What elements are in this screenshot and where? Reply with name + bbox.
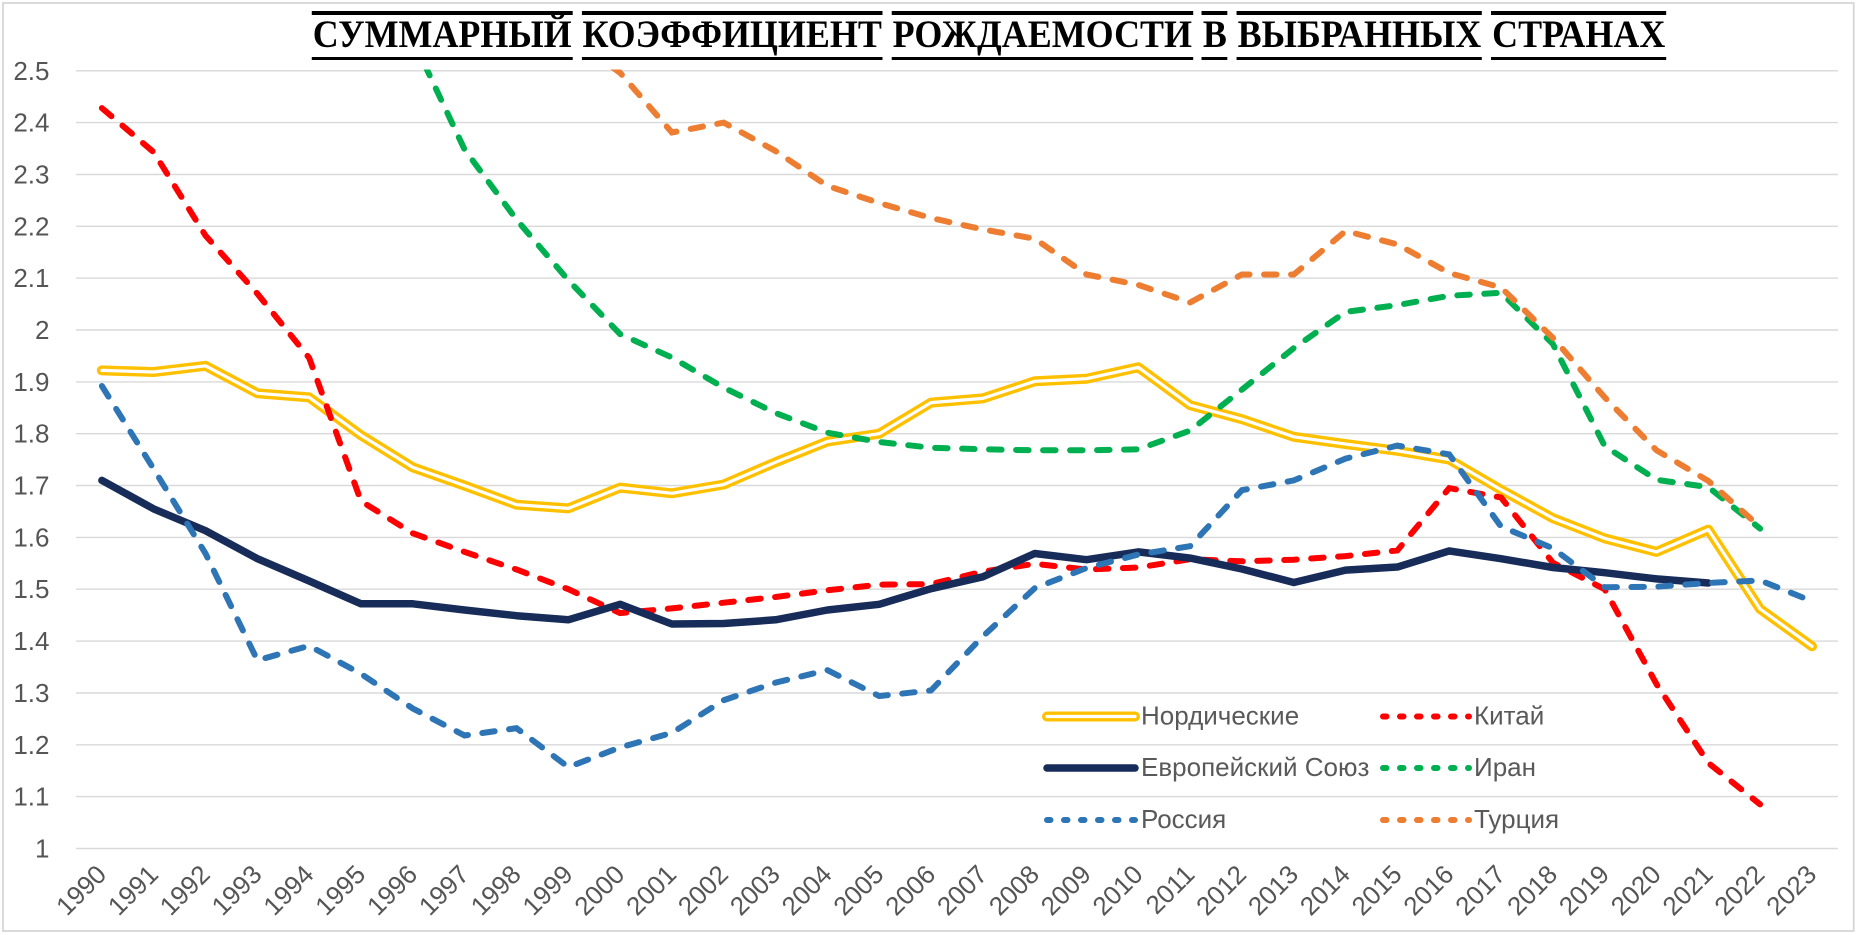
svg-text:Китай: Китай (1474, 701, 1544, 731)
svg-text:1.1: 1.1 (13, 782, 49, 812)
svg-text:Россия: Россия (1141, 804, 1226, 834)
svg-text:1.3: 1.3 (13, 678, 49, 708)
svg-text:2.5: 2.5 (13, 56, 49, 86)
svg-text:Иран: Иран (1474, 752, 1536, 782)
svg-text:Нордические: Нордические (1141, 701, 1299, 731)
svg-text:1.7: 1.7 (13, 471, 49, 501)
svg-text:2.2: 2.2 (13, 211, 49, 241)
svg-text:2.3: 2.3 (13, 160, 49, 190)
svg-text:1: 1 (35, 834, 49, 864)
svg-text:2.1: 2.1 (13, 263, 49, 293)
svg-text:1.6: 1.6 (13, 522, 49, 552)
svg-text:1.5: 1.5 (13, 574, 49, 604)
svg-text:Турция: Турция (1474, 804, 1559, 834)
svg-text:1.2: 1.2 (13, 730, 49, 760)
svg-text:1.9: 1.9 (13, 367, 49, 397)
svg-text:2: 2 (35, 315, 49, 345)
svg-text:1.8: 1.8 (13, 419, 49, 449)
svg-text:2.4: 2.4 (13, 108, 49, 138)
svg-text:Европейский Союз: Европейский Союз (1141, 752, 1369, 782)
svg-text:1.4: 1.4 (13, 626, 49, 656)
